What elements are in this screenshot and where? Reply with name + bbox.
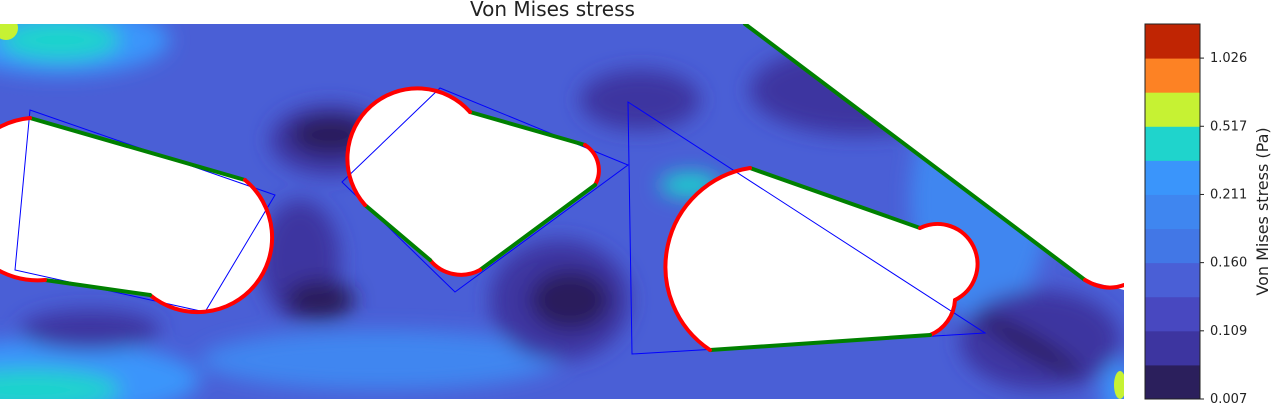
colorbar-frame: [1144, 23, 1201, 400]
colorbar-level-1: [1145, 330, 1200, 366]
colorbar-level-8: [1145, 92, 1200, 127]
colorbar-level-4: [1145, 228, 1200, 264]
chart-title: Von Mises stress: [470, 0, 635, 21]
colorbar-tick-label: 1.026: [1210, 51, 1247, 66]
colorbar-tick-label: 0.160: [1210, 256, 1247, 271]
colorbar-level-5: [1145, 194, 1200, 230]
hole-1: [0, 118, 273, 313]
colorbar-tick-label: 0.517: [1210, 119, 1247, 134]
colorbar: 0.007 0.109 0.160 0.211 0.517 1.026 Von Mises …: [1144, 23, 1272, 407]
colorbar-level-3: [1145, 262, 1200, 298]
colorbar-level-0: [1145, 364, 1200, 400]
colorbar-tick-label: 0.211: [1210, 187, 1247, 202]
colorbar-level-9: [1145, 58, 1200, 93]
colorbar-tick-label: 0.007: [1210, 392, 1247, 407]
stress-hotspot-bottom-right: [1114, 371, 1124, 399]
hole-3: [665, 168, 978, 350]
stress-hotspot-top-left: [0, 24, 18, 40]
colorbar-tick-label: 0.109: [1210, 324, 1247, 339]
hole-boundaries: [0, 24, 1124, 352]
colorbar-label: Von Mises stress (Pa): [1253, 127, 1272, 295]
plot-area: [0, 24, 1124, 399]
cutout-top-right: [745, 24, 1124, 290]
colorbar-level-7: [1145, 126, 1200, 161]
colorbar-level-10: [1145, 24, 1200, 59]
colorbar-level-6: [1145, 160, 1200, 195]
colorbar-level-2: [1145, 296, 1200, 332]
